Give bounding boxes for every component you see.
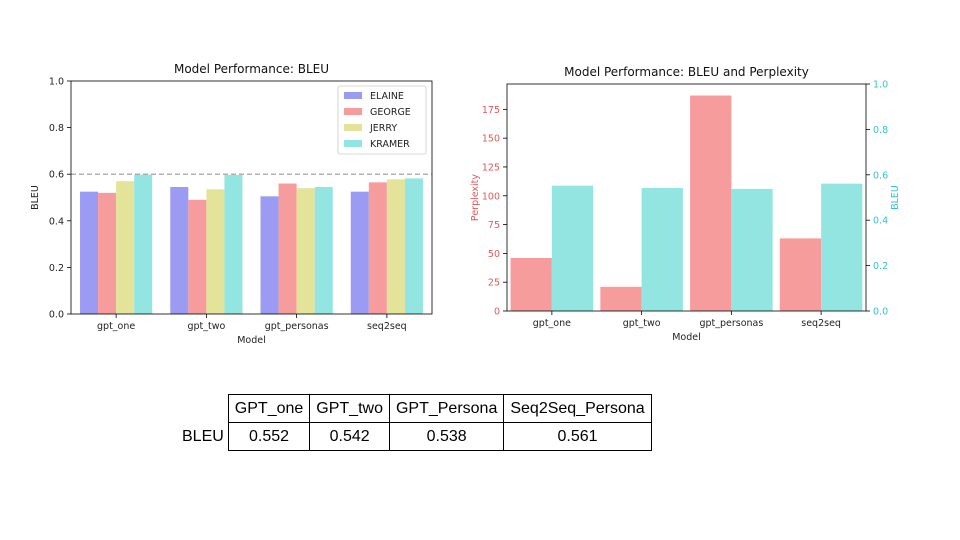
bar-bleu-gpt-personas: [731, 188, 773, 311]
bar-elaine-seq2seq: [350, 191, 369, 314]
bar-george-gpt-two: [188, 199, 207, 314]
y-left-tick-label: 125: [482, 162, 500, 173]
y-tick-label: 0.0: [49, 310, 64, 321]
bar-jerry-gpt-two: [206, 189, 225, 314]
y-tick-label: 0.4: [49, 216, 64, 227]
x-axis-label: Model: [672, 332, 701, 343]
table-cell-gpt-one: 0.552: [227, 422, 311, 451]
legend-swatch-george: [344, 108, 362, 115]
table-header-seq2seq-persona: Seq2Seq_Persona: [503, 394, 652, 423]
x-tick-label: gpt_two: [187, 321, 225, 332]
bar-kramer-gpt-personas: [314, 187, 333, 314]
y-left-tick-label: 25: [488, 278, 500, 289]
x-tick-label: seq2seq: [367, 321, 407, 332]
legend-label-jerry: JERRY: [369, 123, 397, 134]
y-left-tick-label: 100: [482, 191, 500, 202]
x-tick-label: gpt_personas: [699, 318, 763, 329]
table-cell-gpt-two: 0.542: [309, 422, 390, 451]
table-cell-gpt-persona: 0.538: [388, 422, 505, 451]
x-tick-label: gpt_personas: [265, 321, 329, 332]
y-right-tick-label: 0.4: [873, 216, 888, 227]
y-left-tick-label: 0: [494, 307, 500, 318]
table-cell-seq2seq-persona: 0.561: [503, 422, 652, 451]
plot-frame: [70, 80, 433, 315]
bar-elaine-gpt-two: [170, 187, 189, 314]
chart-bleu-and-perplexity: Model Performance: BLEU and Perplexity 0 2…: [470, 65, 901, 343]
table-corner: [178, 395, 228, 423]
legend-label-george: GEORGE: [370, 107, 411, 118]
y-tick-label: 1.0: [49, 77, 64, 88]
x-tick-label: gpt_two: [623, 318, 661, 329]
legend-label-kramer: KRAMER: [370, 139, 410, 150]
x-tick-label: gpt_one: [97, 321, 135, 332]
table-header-gpt-two: GPT_two: [309, 394, 390, 423]
table-row-label: BLEU: [178, 422, 229, 451]
y-tick-label: 0.8: [49, 123, 64, 134]
table-header-row: GPT_one GPT_two GPT_Persona Seq2Seq_Pers…: [178, 394, 652, 423]
bar-perplexity-gpt-personas: [690, 95, 732, 311]
y-left-axis-label: Perplexity: [470, 174, 481, 221]
table-header-gpt-persona: GPT_Persona: [388, 394, 505, 423]
table-row: BLEU 0.552 0.542 0.538 0.561: [178, 422, 652, 451]
legend-label-elaine: ELAINE: [370, 91, 404, 102]
bleu-table: GPT_one GPT_two GPT_Persona Seq2Seq_Pers…: [178, 394, 652, 451]
bar-kramer-gpt-two: [224, 174, 243, 314]
bar-perplexity-gpt-two: [600, 286, 642, 311]
plot-frame: [506, 83, 867, 312]
legend-box: [337, 85, 427, 155]
bar-bleu-gpt-one: [551, 185, 594, 311]
y-right-tick-label: 0.2: [873, 261, 888, 272]
bar-perplexity-seq2seq: [779, 238, 822, 311]
y-right-tick-label: 1.0: [873, 80, 888, 91]
bar-kramer-gpt-one: [134, 174, 153, 314]
legend-swatch-jerry: [344, 124, 362, 131]
x-tick-label: seq2seq: [801, 318, 841, 329]
bar-perplexity-gpt-one: [510, 257, 552, 311]
legend-swatch-kramer: [344, 140, 362, 147]
bar-bleu-gpt-two: [641, 187, 683, 311]
bar-jerry-seq2seq: [386, 179, 405, 314]
y-right-tick-label: 0.6: [873, 170, 888, 181]
y-left-tick-label: 50: [488, 249, 500, 260]
chart-title: Model Performance: BLEU and Perplexity: [564, 65, 809, 79]
legend: ELAINE GEORGE JERRY KRAMER: [337, 85, 427, 155]
x-axis-label: Model: [237, 335, 266, 346]
bar-george-gpt-one: [98, 192, 117, 314]
bar-bleu-seq2seq: [821, 183, 863, 311]
bar-elaine-gpt-one: [80, 191, 99, 314]
bar-jerry-gpt-one: [116, 181, 135, 314]
bar-kramer-seq2seq: [404, 178, 423, 314]
bar-elaine-gpt-personas: [260, 196, 279, 314]
chart-title: Model Performance: BLEU: [174, 62, 329, 76]
y-tick-label: 0.2: [49, 263, 64, 274]
y-left-tick-label: 75: [488, 220, 500, 231]
y-axis-label: BLEU: [30, 185, 41, 210]
y-left-tick-label: 150: [482, 134, 500, 145]
y-right-axis-label: BLEU: [890, 185, 901, 210]
table-header-gpt-one: GPT_one: [227, 394, 311, 423]
x-tick-label: gpt_one: [533, 318, 571, 329]
bar-george-gpt-personas: [278, 183, 297, 314]
y-tick-label: 0.6: [49, 170, 64, 181]
y-left-tick-label: 175: [482, 105, 500, 116]
legend-swatch-elaine: [344, 92, 362, 99]
chart-bleu-by-character: Model Performance: BLEU 0.0 0.2 0.4 0.6 0.8 1.…: [30, 62, 433, 346]
bar-jerry-gpt-personas: [296, 188, 315, 314]
bar-george-seq2seq: [368, 182, 387, 314]
y-right-tick-label: 0.8: [873, 125, 888, 136]
y-right-tick-label: 0.0: [873, 307, 888, 318]
